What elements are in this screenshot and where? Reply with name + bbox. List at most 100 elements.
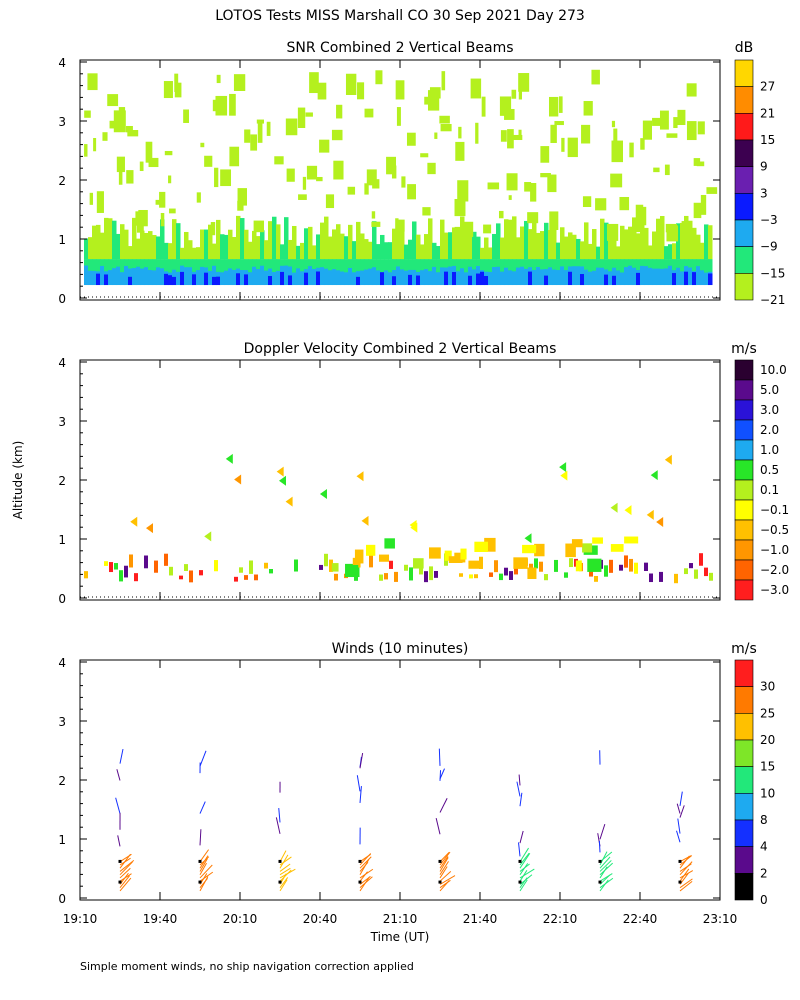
y-tick-label: 2: [58, 474, 66, 488]
snr-cell: [504, 267, 509, 286]
snr-cell: [372, 267, 377, 286]
doppler-cell: [524, 533, 532, 544]
doppler-cell: [404, 564, 408, 571]
wind-barb: [679, 863, 692, 872]
snr-cell: [632, 267, 637, 286]
colorbar-swatch: [734, 419, 754, 441]
snr-cell: [183, 109, 190, 123]
wind-barb: [439, 798, 448, 813]
snr-cell: [422, 207, 431, 216]
y-tick-label: 1: [58, 833, 66, 847]
snr-cell: [508, 195, 512, 200]
snr-cell: [152, 270, 157, 286]
doppler-x-ticks: [79, 360, 721, 600]
snr-cell: [608, 271, 613, 286]
snr-cell: [428, 218, 433, 260]
colorbar-label: 25: [760, 706, 775, 720]
x-tick-label: 21:40: [463, 912, 498, 926]
snr-cell: [164, 150, 173, 156]
snr-cell: [324, 268, 329, 286]
snr-cell: [439, 115, 450, 124]
snr-cell: [196, 192, 201, 203]
snr-cell: [556, 242, 561, 260]
x-tick-label: 22:10: [543, 912, 578, 926]
snr-cell: [364, 269, 369, 286]
snr-cell: [212, 99, 223, 112]
snr-cell: [666, 225, 679, 242]
snr-cell: [92, 225, 97, 260]
snr-cell: [432, 266, 437, 286]
colorbar-swatch: [734, 359, 754, 381]
snr-cell: [582, 196, 592, 208]
snr-cell: [380, 234, 385, 260]
snr-cell: [518, 73, 530, 92]
doppler-cell: [684, 568, 688, 575]
colorbar-label: −0.1: [760, 503, 789, 517]
snr-cell: [580, 274, 585, 286]
wind-barb: [119, 875, 130, 888]
snr-cell: [352, 259, 357, 286]
snr-cell: [284, 217, 289, 260]
doppler-cell: [454, 552, 466, 563]
snr-cell: [364, 108, 374, 118]
doppler-cell: [634, 562, 638, 574]
snr-field: [84, 69, 718, 286]
snr-cell: [396, 107, 401, 126]
snr-cell: [496, 223, 501, 260]
snr-cell: [624, 267, 629, 286]
wind-barb: [199, 862, 207, 875]
x-tick-label: 21:10: [383, 912, 418, 926]
snr-cell: [220, 234, 225, 260]
snr-cell: [168, 243, 173, 260]
snr-cell: [567, 137, 578, 158]
snr-cell: [640, 138, 645, 150]
colorbar-swatch: [734, 499, 754, 521]
snr-cell: [612, 231, 617, 260]
snr-cell: [306, 165, 318, 180]
snr-cell: [444, 232, 449, 260]
doppler-cell: [124, 565, 128, 578]
snr-cell: [212, 243, 217, 260]
panel-winds-title: Winds (10 minutes): [332, 641, 469, 657]
doppler-cell: [379, 554, 390, 562]
snr-cell: [371, 211, 376, 219]
snr-cell: [250, 134, 258, 151]
wind-barb: [439, 768, 445, 780]
doppler-cell: [554, 559, 558, 572]
x-tick-label: 23:10: [703, 912, 738, 926]
snr-cell: [564, 236, 569, 260]
snr-cell: [672, 243, 677, 260]
snr-cell: [140, 230, 145, 260]
snr-cell: [652, 231, 657, 260]
doppler-cell: [650, 470, 658, 481]
wind-barb: [279, 879, 288, 892]
snr-cell: [500, 271, 505, 286]
snr-cell: [280, 244, 285, 260]
snr-cell: [184, 231, 189, 260]
snr-cell: [192, 274, 197, 286]
snr-cell: [132, 217, 137, 260]
snr-cell: [260, 230, 265, 260]
snr-cell: [620, 259, 625, 286]
snr-cell: [232, 236, 237, 260]
snr-cell: [500, 237, 505, 260]
snr-cell: [112, 268, 117, 286]
snr-cell: [253, 220, 264, 233]
wind-barb: [599, 856, 611, 869]
snr-cell: [408, 239, 413, 260]
snr-x-ticks: [79, 60, 721, 300]
doppler-units: m/s: [731, 341, 757, 357]
doppler-cell: [513, 557, 528, 569]
snr-cell: [520, 226, 525, 260]
snr-cell: [664, 164, 670, 176]
y-tick-label: 4: [58, 356, 66, 370]
colorbar-label: 10: [760, 786, 775, 800]
snr-cell: [676, 267, 681, 286]
colorbar-swatch: [734, 686, 754, 714]
snr-cell: [676, 223, 681, 260]
doppler-cell: [410, 522, 418, 533]
snr-cell: [268, 276, 273, 286]
snr-cell: [237, 200, 244, 211]
doppler-cell: [319, 564, 323, 570]
doppler-cell: [534, 558, 538, 569]
